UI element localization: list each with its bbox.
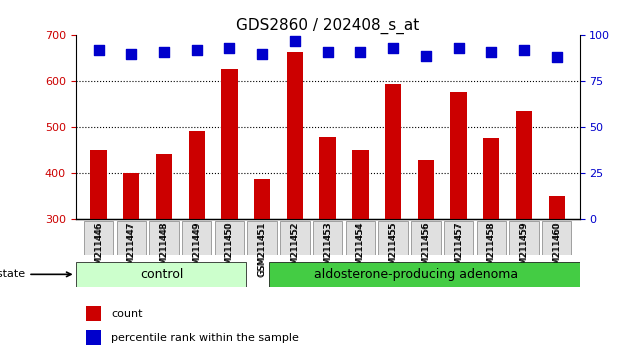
Title: GDS2860 / 202408_s_at: GDS2860 / 202408_s_at (236, 18, 419, 34)
Point (257, 51, 267, 57)
Bar (254, 179, 270, 219)
Bar (188, 131, 205, 219)
FancyBboxPatch shape (444, 221, 473, 255)
Point (355, 49, 365, 55)
FancyBboxPatch shape (268, 262, 586, 287)
Text: GSM211460: GSM211460 (552, 222, 561, 277)
Bar (287, 51, 303, 219)
Text: GSM211454: GSM211454 (356, 221, 365, 276)
Point (454, 45, 464, 51)
Text: GSM211455: GSM211455 (389, 221, 398, 276)
Text: GSM211452: GSM211452 (290, 221, 299, 276)
Text: GSM211450: GSM211450 (225, 221, 234, 276)
FancyBboxPatch shape (379, 221, 408, 255)
FancyBboxPatch shape (248, 221, 277, 255)
Bar (483, 138, 500, 219)
Bar (319, 137, 336, 219)
FancyBboxPatch shape (84, 221, 113, 255)
Point (323, 49, 333, 55)
Text: GSM211458: GSM211458 (487, 222, 496, 277)
Point (93, 47, 103, 53)
Point (126, 51, 136, 57)
Text: GSM211446: GSM211446 (94, 222, 103, 277)
Text: GSM211458: GSM211458 (487, 221, 496, 276)
Text: GSM211449: GSM211449 (192, 221, 201, 276)
FancyBboxPatch shape (542, 221, 571, 255)
Text: GSM211448: GSM211448 (159, 222, 168, 277)
Text: percentile rank within the sample: percentile rank within the sample (111, 333, 299, 343)
Text: GSM211459: GSM211459 (520, 222, 529, 277)
Bar (516, 111, 532, 219)
Text: GSM211457: GSM211457 (454, 221, 463, 276)
Text: GSM211456: GSM211456 (421, 222, 430, 277)
FancyBboxPatch shape (215, 221, 244, 255)
FancyBboxPatch shape (313, 221, 342, 255)
Text: GSM211451: GSM211451 (258, 221, 266, 276)
Point (192, 47, 202, 53)
Text: aldosterone-producing adenoma: aldosterone-producing adenoma (314, 268, 518, 281)
Text: GSM211452: GSM211452 (290, 222, 299, 277)
FancyBboxPatch shape (76, 262, 246, 287)
Point (421, 53, 431, 58)
Text: GSM211449: GSM211449 (192, 222, 201, 277)
Text: GSM211456: GSM211456 (421, 221, 430, 276)
Text: GSM211447: GSM211447 (127, 221, 135, 276)
Bar (418, 160, 434, 219)
Text: GSM211447: GSM211447 (127, 222, 135, 277)
Text: GSM211459: GSM211459 (520, 221, 529, 276)
FancyBboxPatch shape (509, 221, 539, 255)
Bar (549, 195, 565, 219)
Bar (221, 69, 238, 219)
Text: GSM211453: GSM211453 (323, 221, 332, 276)
FancyBboxPatch shape (346, 221, 375, 255)
Text: GSM211451: GSM211451 (258, 222, 266, 277)
FancyBboxPatch shape (149, 221, 179, 255)
Point (519, 47, 529, 53)
Point (486, 49, 496, 55)
Text: GSM211446: GSM211446 (94, 221, 103, 276)
Bar (156, 154, 172, 219)
Bar (123, 173, 139, 219)
Text: GSM211460: GSM211460 (552, 221, 561, 276)
Text: disease state: disease state (0, 269, 71, 279)
Text: GSM211450: GSM211450 (225, 222, 234, 277)
Bar (86, 306, 101, 321)
Point (224, 45, 234, 51)
Point (290, 38, 300, 44)
Text: count: count (111, 309, 142, 319)
Text: GSM211453: GSM211453 (323, 222, 332, 277)
Point (159, 49, 169, 55)
FancyBboxPatch shape (280, 221, 309, 255)
FancyBboxPatch shape (182, 221, 212, 255)
Text: control: control (140, 268, 184, 281)
Text: GSM211455: GSM211455 (389, 222, 398, 277)
Text: GSM211448: GSM211448 (159, 221, 168, 276)
Bar (86, 330, 101, 345)
FancyBboxPatch shape (411, 221, 440, 255)
FancyBboxPatch shape (117, 221, 146, 255)
Point (552, 55, 562, 60)
Text: GSM211454: GSM211454 (356, 222, 365, 277)
Bar (450, 92, 467, 219)
Text: GSM211457: GSM211457 (454, 222, 463, 277)
Point (388, 45, 398, 51)
Bar (385, 84, 401, 219)
Bar (90, 150, 106, 219)
FancyBboxPatch shape (476, 221, 506, 255)
Bar (352, 150, 369, 219)
